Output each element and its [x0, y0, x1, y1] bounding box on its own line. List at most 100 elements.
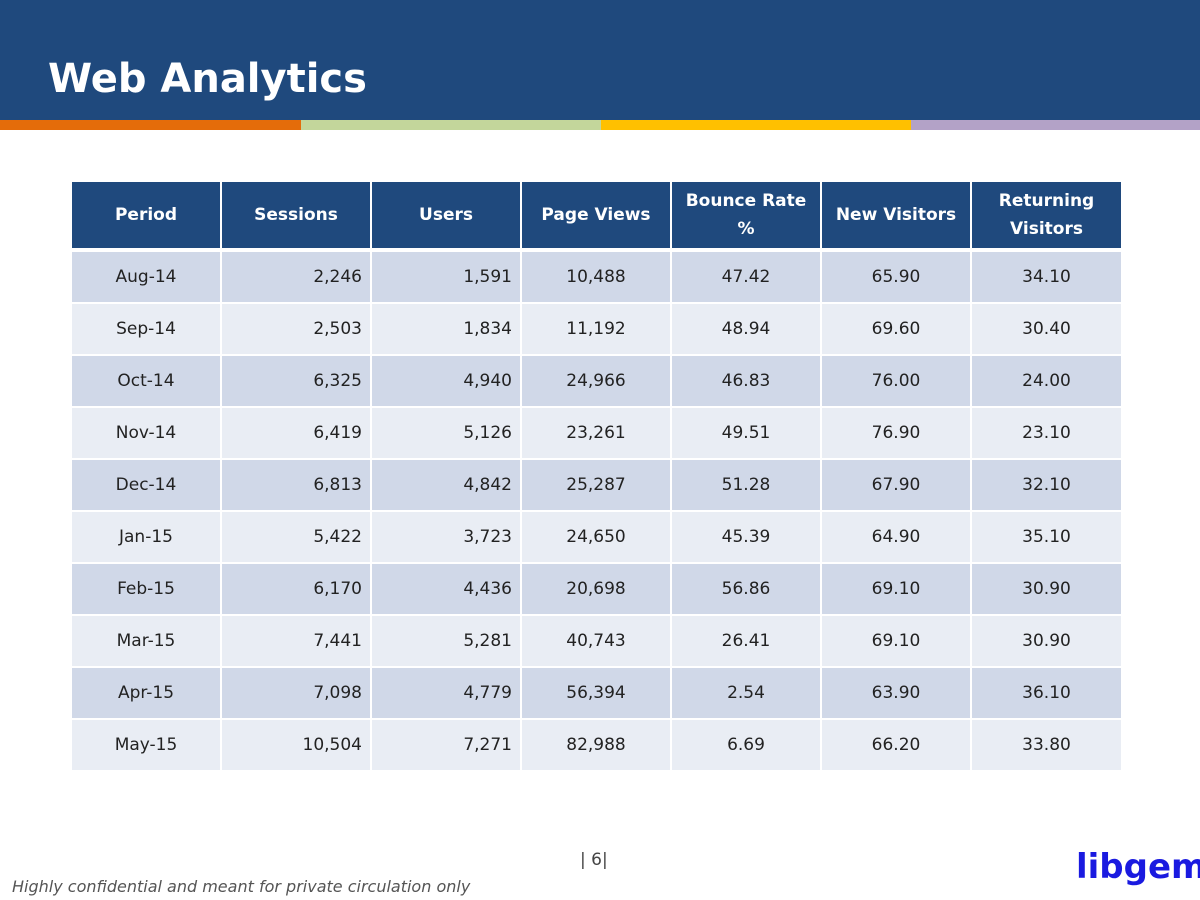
- cell-returning-visitors: 24.00: [970, 354, 1123, 408]
- cell-users: 3,723: [370, 510, 522, 564]
- cell-page-views: 24,650: [520, 510, 672, 564]
- cell-new-visitors: 63.90: [820, 666, 972, 720]
- cell-page-views: 11,192: [520, 302, 672, 356]
- table-row: Dec-14 6,813 4,842 25,287 51.28 67.90 32.10: [70, 458, 1123, 512]
- column-header-returning-visitors: Returning Visitors: [970, 180, 1123, 252]
- column-header-bounce-rate-label: Bounce Rate %: [685, 191, 807, 239]
- cell-page-views: 24,966: [520, 354, 672, 408]
- cell-bounce-rate: 2.54: [670, 666, 822, 720]
- table-row: May-15 10,504 7,271 82,988 6.69 66.20 33.80: [70, 718, 1123, 772]
- confidential-note: Highly confidential and meant for privat…: [12, 877, 471, 896]
- cell-page-views: 20,698: [520, 562, 672, 616]
- table-row: Oct-14 6,325 4,940 24,966 46.83 76.00 24.00: [70, 354, 1123, 408]
- cell-sessions: 5,422: [220, 510, 372, 564]
- cell-bounce-rate: 48.94: [670, 302, 822, 356]
- cell-bounce-rate: 46.83: [670, 354, 822, 408]
- cell-page-views: 82,988: [520, 718, 672, 772]
- table-row: Apr-15 7,098 4,779 56,394 2.54 63.90 36.10: [70, 666, 1123, 720]
- cell-page-views: 56,394: [520, 666, 672, 720]
- libgem-logo: libgem: [1076, 847, 1200, 887]
- cell-period: Nov-14: [70, 406, 222, 460]
- table-header-row: Period Sessions Users Page Views Bounce …: [70, 180, 1123, 252]
- cell-new-visitors: 65.90: [820, 249, 972, 304]
- cell-period: Aug-14: [70, 249, 222, 304]
- cell-returning-visitors: 30.40: [970, 302, 1123, 356]
- table-row: Nov-14 6,419 5,126 23,261 49.51 76.90 23.10: [70, 406, 1123, 460]
- cell-page-views: 23,261: [520, 406, 672, 460]
- cell-new-visitors: 69.10: [820, 614, 972, 668]
- cell-sessions: 6,325: [220, 354, 372, 408]
- cell-page-views: 25,287: [520, 458, 672, 512]
- cell-sessions: 2,503: [220, 302, 372, 356]
- cell-sessions: 2,246: [220, 249, 372, 304]
- cell-sessions: 7,098: [220, 666, 372, 720]
- accent-stripe-purple: [911, 120, 1200, 130]
- cell-users: 5,126: [370, 406, 522, 460]
- cell-users: 4,436: [370, 562, 522, 616]
- cell-returning-visitors: 35.10: [970, 510, 1123, 564]
- accent-stripe-yellow: [601, 120, 911, 130]
- cell-bounce-rate: 45.39: [670, 510, 822, 564]
- analytics-table: Period Sessions Users Page Views Bounce …: [70, 180, 1123, 772]
- column-header-sessions: Sessions: [220, 180, 372, 252]
- cell-page-views: 10,488: [520, 249, 672, 304]
- cell-bounce-rate: 6.69: [670, 718, 822, 772]
- cell-sessions: 10,504: [220, 718, 372, 772]
- cell-bounce-rate: 56.86: [670, 562, 822, 616]
- cell-new-visitors: 76.90: [820, 406, 972, 460]
- cell-users: 5,281: [370, 614, 522, 668]
- cell-users: 4,779: [370, 666, 522, 720]
- cell-returning-visitors: 36.10: [970, 666, 1123, 720]
- table-row: Jan-15 5,422 3,723 24,650 45.39 64.90 35.10: [70, 510, 1123, 564]
- cell-period: Dec-14: [70, 458, 222, 512]
- cell-bounce-rate: 47.42: [670, 249, 822, 304]
- cell-bounce-rate: 26.41: [670, 614, 822, 668]
- column-header-period: Period: [70, 180, 222, 252]
- cell-users: 1,591: [370, 249, 522, 304]
- table-row: Mar-15 7,441 5,281 40,743 26.41 69.10 30.90: [70, 614, 1123, 668]
- cell-sessions: 6,419: [220, 406, 372, 460]
- cell-period: Feb-15: [70, 562, 222, 616]
- cell-page-views: 40,743: [520, 614, 672, 668]
- cell-new-visitors: 64.90: [820, 510, 972, 564]
- cell-users: 1,834: [370, 302, 522, 356]
- cell-period: May-15: [70, 718, 222, 772]
- cell-new-visitors: 66.20: [820, 718, 972, 772]
- cell-new-visitors: 69.10: [820, 562, 972, 616]
- cell-period: Sep-14: [70, 302, 222, 356]
- cell-new-visitors: 67.90: [820, 458, 972, 512]
- cell-new-visitors: 76.00: [820, 354, 972, 408]
- cell-returning-visitors: 30.90: [970, 562, 1123, 616]
- column-header-bounce-rate: Bounce Rate %: [670, 180, 822, 252]
- column-header-users: Users: [370, 180, 522, 252]
- page-title: Web Analytics: [48, 56, 367, 102]
- accent-stripe-orange: [0, 120, 301, 130]
- cell-users: 7,271: [370, 718, 522, 772]
- cell-period: Oct-14: [70, 354, 222, 408]
- cell-returning-visitors: 32.10: [970, 458, 1123, 512]
- cell-users: 4,940: [370, 354, 522, 408]
- table-row: Sep-14 2,503 1,834 11,192 48.94 69.60 30.40: [70, 302, 1123, 356]
- column-header-page-views: Page Views: [520, 180, 672, 252]
- cell-period: Mar-15: [70, 614, 222, 668]
- cell-bounce-rate: 51.28: [670, 458, 822, 512]
- cell-users: 4,842: [370, 458, 522, 512]
- cell-returning-visitors: 33.80: [970, 718, 1123, 772]
- cell-bounce-rate: 49.51: [670, 406, 822, 460]
- cell-returning-visitors: 34.10: [970, 249, 1123, 304]
- cell-sessions: 6,813: [220, 458, 372, 512]
- table-row: Aug-14 2,246 1,591 10,488 47.42 65.90 34.10: [70, 249, 1123, 304]
- column-header-new-visitors: New Visitors: [820, 180, 972, 252]
- page-number: | 6|: [580, 850, 608, 870]
- column-header-returning-visitors-label: Returning Visitors: [998, 191, 1095, 239]
- table-row: Feb-15 6,170 4,436 20,698 56.86 69.10 30.90: [70, 562, 1123, 616]
- title-bar: Web Analytics: [0, 0, 1200, 120]
- cell-period: Jan-15: [70, 510, 222, 564]
- cell-returning-visitors: 30.90: [970, 614, 1123, 668]
- cell-new-visitors: 69.60: [820, 302, 972, 356]
- cell-sessions: 6,170: [220, 562, 372, 616]
- cell-period: Apr-15: [70, 666, 222, 720]
- cell-sessions: 7,441: [220, 614, 372, 668]
- cell-returning-visitors: 23.10: [970, 406, 1123, 460]
- accent-stripe-green: [301, 120, 601, 130]
